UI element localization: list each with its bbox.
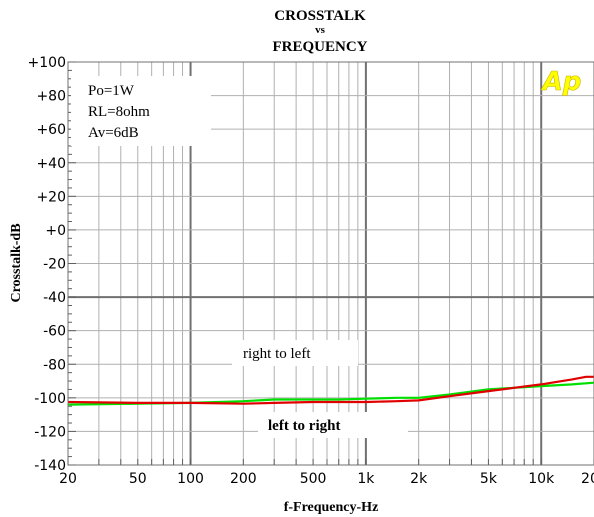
x-tick-label: 2k [410, 471, 428, 487]
x-tick-label: 500 [300, 471, 327, 487]
x-tick-label: 1k [357, 471, 375, 487]
series-line-2 [67, 375, 594, 405]
ticks: 20 50 100 200 500 1k 2k 5k 10k 20k +100 +80 +60 +40 +2… [28, 55, 594, 487]
note-load: RL=8ohm [88, 104, 150, 120]
y-tick-label: -100 [34, 391, 66, 407]
y-tick-label: +100 [28, 55, 66, 71]
x-tick-label: 10k [528, 471, 555, 487]
chart-title: CROSSTALK [274, 8, 366, 24]
y-tick-label: +40 [36, 156, 66, 172]
y-axis-label: Crosstalk-dB [9, 223, 24, 302]
y-tick-label: -80 [43, 357, 66, 373]
x-tick-label: 200 [230, 471, 257, 487]
x-tick-label: 50 [129, 471, 147, 487]
y-tick-label: -20 [43, 257, 66, 273]
x-tick-label: 20 [59, 471, 77, 487]
y-tick-label: -40 [43, 290, 66, 306]
annotation-left-to-right: left to right [268, 418, 340, 434]
ap-logo: Ap [541, 67, 582, 97]
x-tick-label: 5k [480, 471, 498, 487]
y-tick-label: +80 [36, 89, 66, 105]
y-tick-label: +0 [45, 223, 66, 239]
x-tick-label: 100 [177, 471, 204, 487]
note-gain: Av=6dB [88, 125, 139, 141]
y-tick-label: +60 [36, 122, 66, 138]
x-axis-label: f-Frequency-Hz [284, 500, 379, 515]
y-tick-label: -120 [34, 424, 66, 440]
y-tick-label: +20 [36, 189, 66, 205]
annotation-right-to-left: right to left [243, 346, 311, 362]
y-tick-label: -60 [43, 324, 66, 340]
notes-box [71, 76, 211, 146]
x-tick-label: 20k [581, 471, 594, 487]
series-group [67, 375, 594, 406]
annotation-right-to-left-bg [232, 340, 358, 366]
y-tick-label: -140 [34, 458, 66, 474]
chart-title-line3: FREQUENCY [272, 39, 367, 55]
annotation-left-to-right-bg [258, 412, 408, 438]
note-power: Po=1W [88, 83, 135, 99]
chart-title-line2: vs [315, 24, 326, 36]
